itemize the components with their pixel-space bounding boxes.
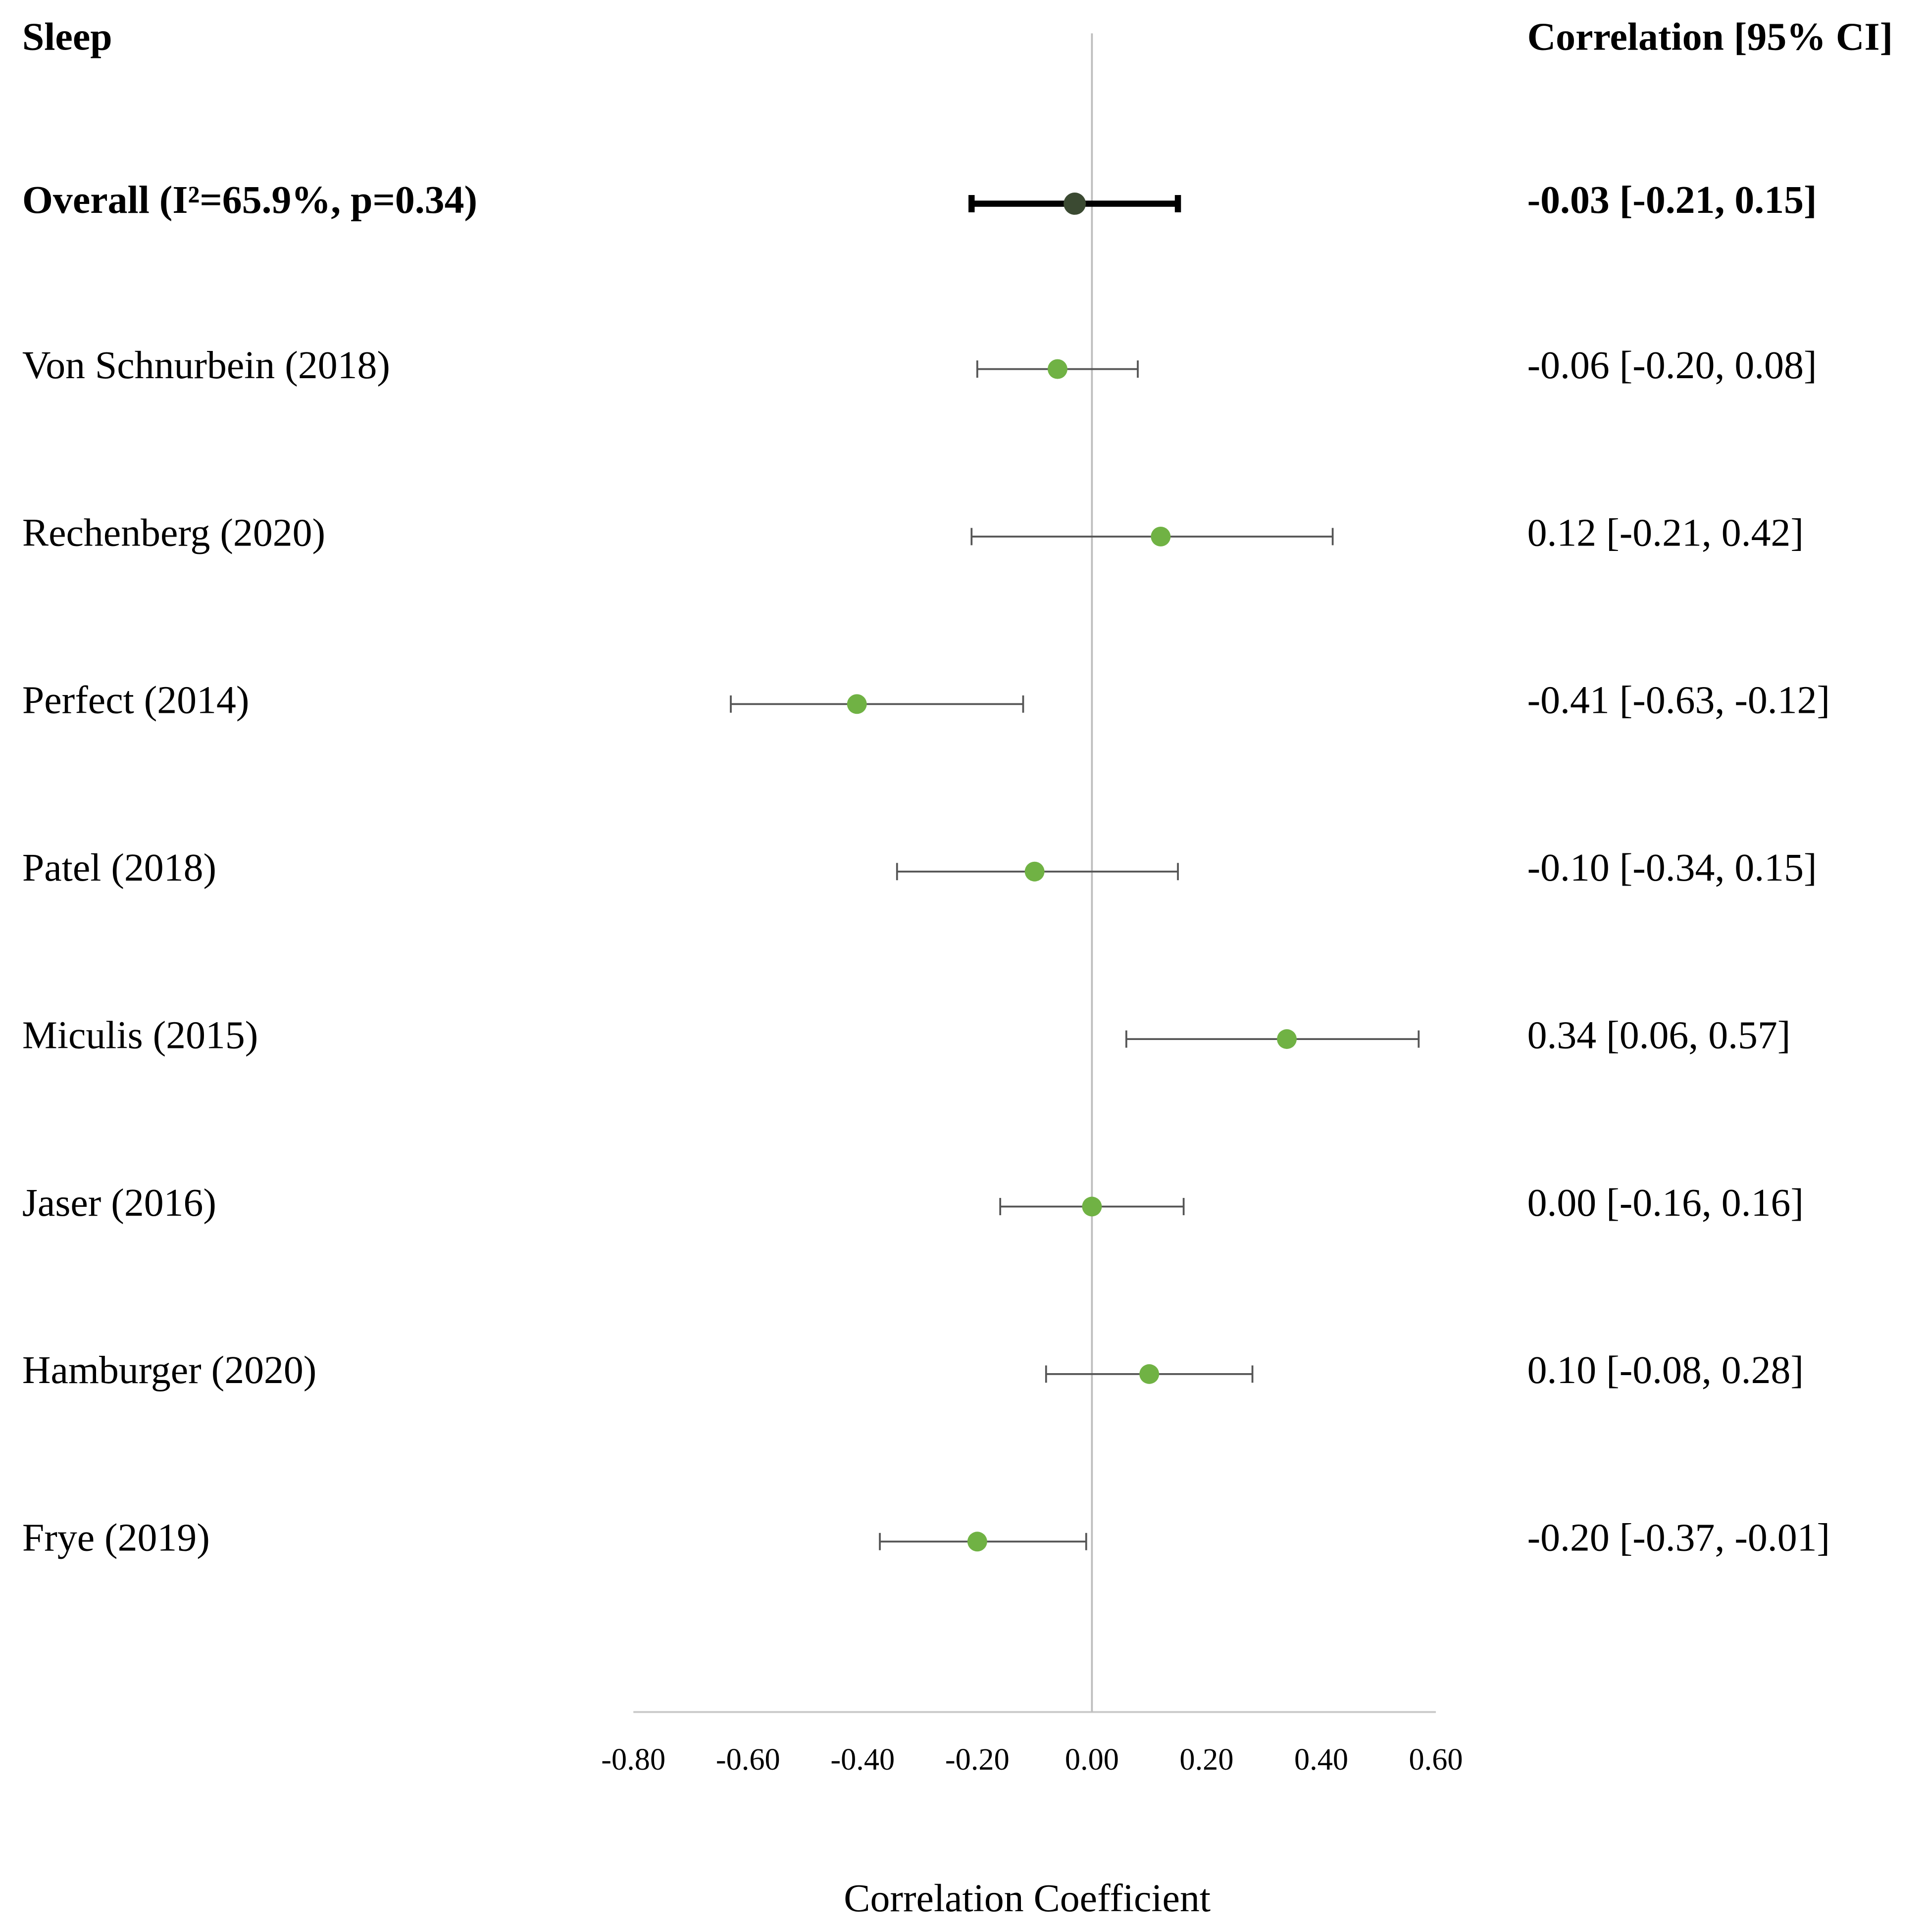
row-label: Jaser (2016) xyxy=(22,1181,216,1225)
column-header: Correlation [95% CI] xyxy=(1527,15,1893,59)
x-tick-label: 0.20 xyxy=(1179,1742,1233,1777)
row-label: Patel (2018) xyxy=(22,846,216,890)
value-label: 0.10 [-0.08, 0.28] xyxy=(1527,1348,1804,1392)
point-estimate xyxy=(1151,527,1171,546)
value-label: -0.10 [-0.34, 0.15] xyxy=(1527,846,1817,890)
row-label: Hamburger (2020) xyxy=(22,1348,317,1392)
point-estimate xyxy=(847,694,867,714)
value-label: -0.06 [-0.20, 0.08] xyxy=(1527,344,1817,387)
row-label: Miculis (2015) xyxy=(22,1013,258,1057)
x-tick-label: -0.80 xyxy=(601,1742,665,1777)
point-estimate xyxy=(1082,1196,1102,1217)
value-label: -0.41 [-0.63, -0.12] xyxy=(1527,679,1830,722)
value-label: -0.03 [-0.21, 0.15] xyxy=(1527,178,1817,222)
point-estimate xyxy=(1047,359,1067,379)
x-tick-label: 0.00 xyxy=(1065,1742,1119,1777)
value-label: 0.34 [0.06, 0.57] xyxy=(1527,1013,1791,1057)
point-estimate xyxy=(1024,861,1045,882)
row-label: Perfect (2014) xyxy=(22,679,250,722)
x-tick-label: 0.40 xyxy=(1294,1742,1348,1777)
chart-title: Sleep xyxy=(22,15,112,59)
x-tick-label: -0.60 xyxy=(716,1742,780,1777)
x-tick-label: -0.20 xyxy=(945,1742,1010,1777)
row-label: Frye (2019) xyxy=(22,1516,210,1560)
row-label: Rechenberg (2020) xyxy=(22,511,325,554)
value-label: 0.12 [-0.21, 0.42] xyxy=(1527,511,1804,554)
point-estimate xyxy=(1277,1029,1297,1049)
row-label: Von Schnurbein (2018) xyxy=(22,344,390,387)
x-tick-label: 0.60 xyxy=(1409,1742,1463,1777)
point-estimate xyxy=(1064,193,1086,215)
x-axis-title: Correlation Coefficient xyxy=(844,1877,1211,1920)
value-label: -0.20 [-0.37, -0.01] xyxy=(1527,1516,1830,1560)
point-estimate xyxy=(967,1532,987,1552)
value-label: 0.00 [-0.16, 0.16] xyxy=(1527,1181,1804,1225)
x-tick-label: -0.40 xyxy=(830,1742,895,1777)
point-estimate xyxy=(1139,1364,1160,1384)
row-label: Overall (I²=65.9%, p=0.34) xyxy=(22,178,477,222)
